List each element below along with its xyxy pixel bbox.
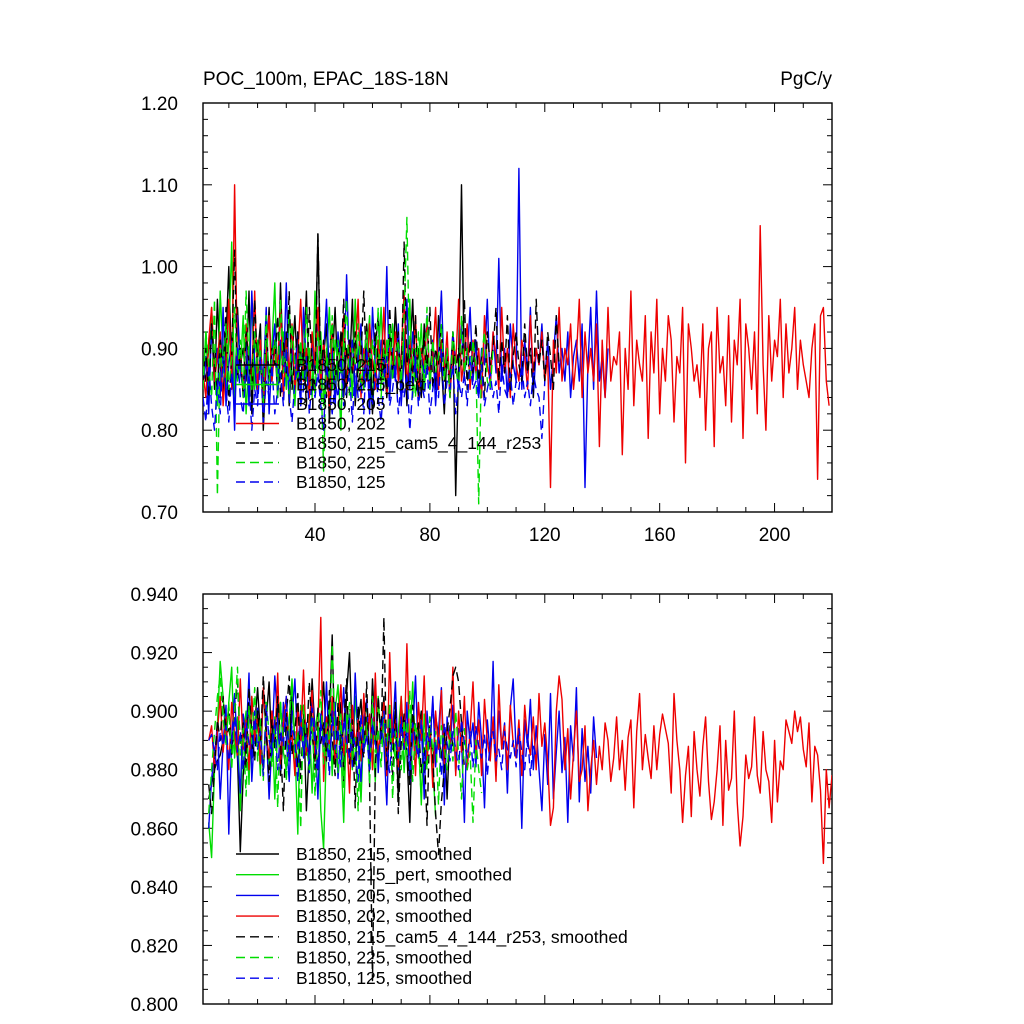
- legend-label: B1850, 225: [296, 453, 386, 473]
- plot-frame: [202, 102, 833, 513]
- y-tick-label: 0.90: [141, 339, 178, 360]
- series-line-7: [208, 695, 537, 783]
- legend-label: B1850, 202: [296, 414, 386, 434]
- chart-units: PgC/y: [780, 69, 832, 90]
- series-line-6: [208, 643, 483, 829]
- y-tick-label: 0.940: [130, 585, 178, 606]
- legend-label: B1850, 225, smoothed: [296, 948, 472, 968]
- y-tick-label: 0.880: [130, 761, 178, 782]
- series-group: [208, 616, 832, 982]
- y-tick-label: 0.80: [141, 421, 178, 442]
- legend-label: B1850, 215_pert, smoothed: [296, 865, 512, 886]
- series-line-6: [203, 216, 494, 505]
- y-tick-label: 0.800: [130, 995, 178, 1016]
- legend-label: B1850, 215_pert: [296, 375, 426, 396]
- y-tick-label: 1.00: [141, 258, 178, 279]
- y-tick-label: 0.70: [141, 503, 178, 524]
- legend-label: B1850, 205: [296, 394, 386, 414]
- legend-label: B1850, 215, smoothed: [296, 844, 472, 864]
- x-tick-label: 160: [644, 525, 676, 546]
- legend-label: B1850, 125, smoothed: [296, 968, 472, 988]
- x-tick-label: 80: [419, 525, 440, 546]
- chart-title: POC_100m, EPAC_18S-18N: [203, 69, 449, 90]
- y-tick-label: 1.10: [141, 176, 178, 197]
- y-tick-label: 0.860: [130, 819, 178, 840]
- legend-label: B1850, 215_cam5_4_144_r253: [296, 433, 541, 454]
- series-line-5: [203, 233, 560, 407]
- chart-2: 0.800 0.820 0.840 0.860 0.880 0.900 0.920 0.940…: [130, 585, 833, 1016]
- chart-1: 40 80 120 160 200 0.70 0.80 0.90 1.00 1.10 1.20 POC…: [141, 69, 833, 546]
- y-tick-label: 0.900: [130, 702, 178, 723]
- legend-label: B1850, 215: [296, 355, 386, 375]
- x-tick-label: 40: [304, 525, 325, 546]
- y-tick-label: 0.820: [130, 936, 178, 957]
- x-tick-label: 200: [759, 525, 791, 546]
- y-tick-label: 0.920: [130, 644, 178, 665]
- x-tick-label: 120: [529, 525, 561, 546]
- y-tick-label: 1.20: [141, 94, 178, 115]
- legend-label: B1850, 215_cam5_4_144_r253, smoothed: [296, 927, 628, 948]
- y-tick-label: 0.840: [130, 878, 178, 899]
- legend-label: B1850, 202, smoothed: [296, 906, 472, 926]
- legend-label: B1850, 125: [296, 472, 386, 492]
- legend-label: B1850, 205, smoothed: [296, 885, 472, 905]
